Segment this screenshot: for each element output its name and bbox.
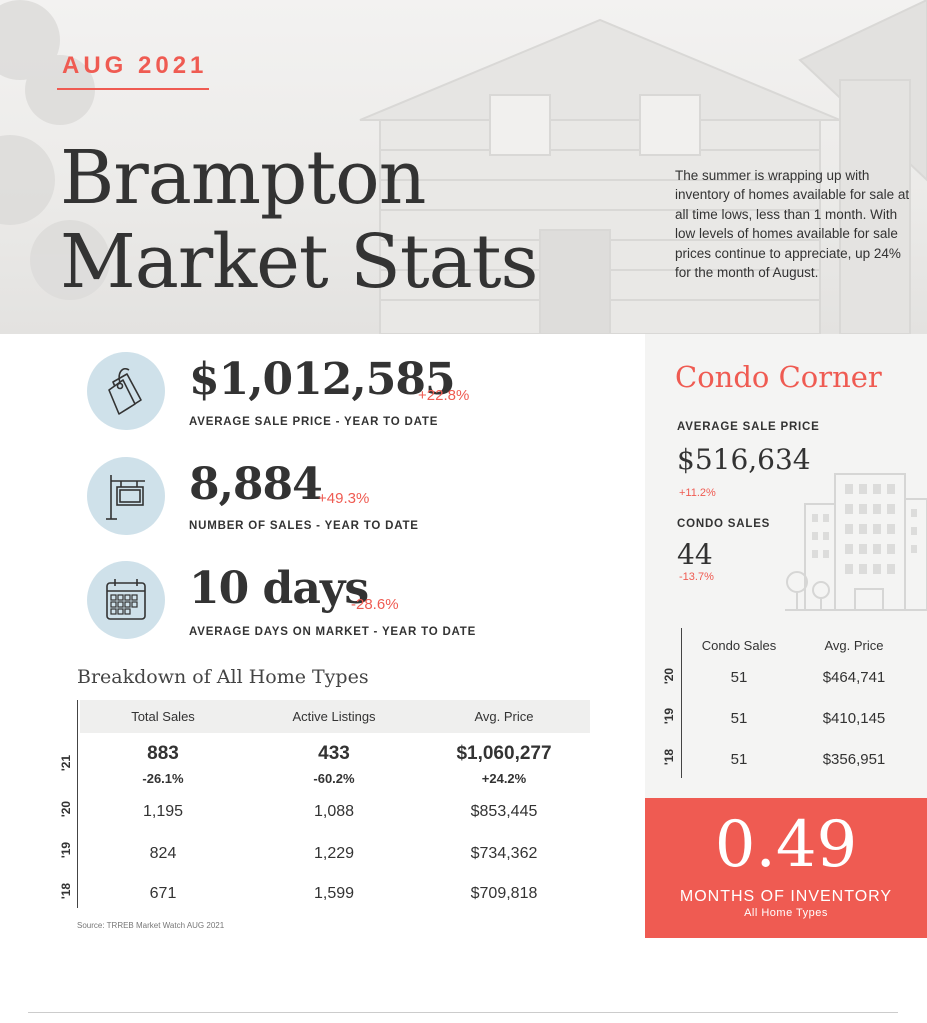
year-label-18: '18: [59, 882, 73, 900]
avg-price-21: $1,060,277: [456, 743, 552, 764]
avg-sale-price-label: AVERAGE SALE PRICE - YEAR TO DATE: [189, 416, 439, 428]
price-tag-icon: [87, 352, 165, 430]
total-sales-change-21: -26.1%: [142, 771, 184, 786]
months-of-inventory-sub: All Home Types: [744, 907, 828, 919]
avg-price-change-21: +24.2%: [481, 771, 527, 786]
year-label-21: '21: [59, 754, 73, 772]
page-title: Brampton Market Stats: [60, 135, 538, 305]
avg-sale-price-value: $1,012,585: [189, 354, 456, 405]
days-on-market-change: -28.6%: [351, 596, 399, 613]
avg-sale-price-change: +22.8%: [418, 387, 470, 404]
year-label-19: '19: [59, 841, 73, 859]
number-of-sales-label: NUMBER OF SALES - YEAR TO DATE: [189, 520, 419, 532]
days-on-market-label: AVERAGE DAYS ON MARKET - YEAR TO DATE: [189, 626, 477, 638]
year-label-20: '20: [59, 800, 73, 818]
total-sales-18: 671: [149, 885, 177, 902]
condo-sales-20: 51: [730, 669, 748, 686]
footer-divider: [28, 1012, 898, 1013]
active-listings-change-21: -60.2%: [313, 771, 355, 786]
calendar-icon: [87, 561, 165, 639]
title-line-2: Market Stats: [60, 219, 538, 305]
header-avg-price: Avg. Price: [474, 709, 534, 724]
breakdown-year-axis: [77, 700, 78, 908]
condo-year-label-19: '19: [662, 707, 676, 725]
avg-price-19: $734,362: [470, 845, 538, 862]
condo-corner-panel: [645, 334, 927, 798]
active-listings-20: 1,088: [313, 803, 355, 820]
condo-sales-19: 51: [730, 710, 748, 727]
active-listings-18: 1,599: [313, 885, 355, 902]
report-month: AUG 2021: [62, 52, 208, 79]
number-of-sales-value: 8,884: [189, 459, 323, 510]
condo-avg-price-19: $410,145: [822, 710, 886, 727]
sale-sign-icon: [87, 457, 165, 535]
condo-sales-change: -13.7%: [679, 571, 714, 583]
breakdown-table-header: [80, 700, 590, 733]
condo-avg-price-20: $464,741: [822, 669, 886, 686]
condo-avg-price-label: AVERAGE SALE PRICE: [677, 421, 820, 433]
active-listings-21: 433: [318, 743, 350, 764]
city-buildings-icon: [785, 473, 927, 611]
condo-year-label-20: '20: [662, 667, 676, 685]
condo-year-axis: [681, 628, 682, 778]
source-note: Source: TRREB Market Watch AUG 2021: [77, 921, 225, 930]
condo-avg-price-value: $516,634: [677, 443, 811, 476]
total-sales-21: 883: [147, 743, 179, 764]
condo-year-label-18: '18: [662, 748, 676, 766]
condo-corner-title: Condo Corner: [675, 360, 882, 394]
months-of-inventory-box: 0.49 MONTHS OF INVENTORY All Home Types: [645, 798, 927, 938]
months-of-inventory-value: 0.49: [714, 808, 858, 882]
condo-avg-price-change: +11.2%: [679, 487, 716, 499]
hero-banner: AUG 2021 Brampton Market Stats The summe…: [0, 0, 927, 334]
condo-header-sales: Condo Sales: [701, 638, 777, 653]
condo-header-avg-price: Avg. Price: [824, 638, 884, 653]
title-line-1: Brampton: [60, 135, 426, 221]
breakdown-title: Breakdown of All Home Types: [77, 666, 369, 688]
condo-sales-label: CONDO SALES: [677, 518, 771, 530]
months-of-inventory-label: MONTHS OF INVENTORY: [679, 888, 893, 905]
month-underline: [57, 88, 209, 90]
avg-price-18: $709,818: [470, 885, 538, 902]
active-listings-19: 1,229: [313, 845, 355, 862]
header-total-sales: Total Sales: [131, 709, 195, 724]
days-on-market-value: 10 days: [189, 563, 369, 614]
avg-price-20: $853,445: [470, 803, 538, 820]
number-of-sales-change: +49.3%: [318, 490, 370, 507]
total-sales-19: 824: [149, 845, 177, 862]
header-active-listings: Active Listings: [292, 709, 376, 724]
intro-text: The summer is wrapping up with inventory…: [675, 168, 910, 281]
condo-avg-price-18: $356,951: [822, 751, 886, 768]
condo-sales-value: 44: [677, 538, 713, 571]
total-sales-20: 1,195: [142, 803, 184, 820]
condo-sales-18: 51: [730, 751, 748, 768]
house-background-image: [0, 0, 927, 334]
